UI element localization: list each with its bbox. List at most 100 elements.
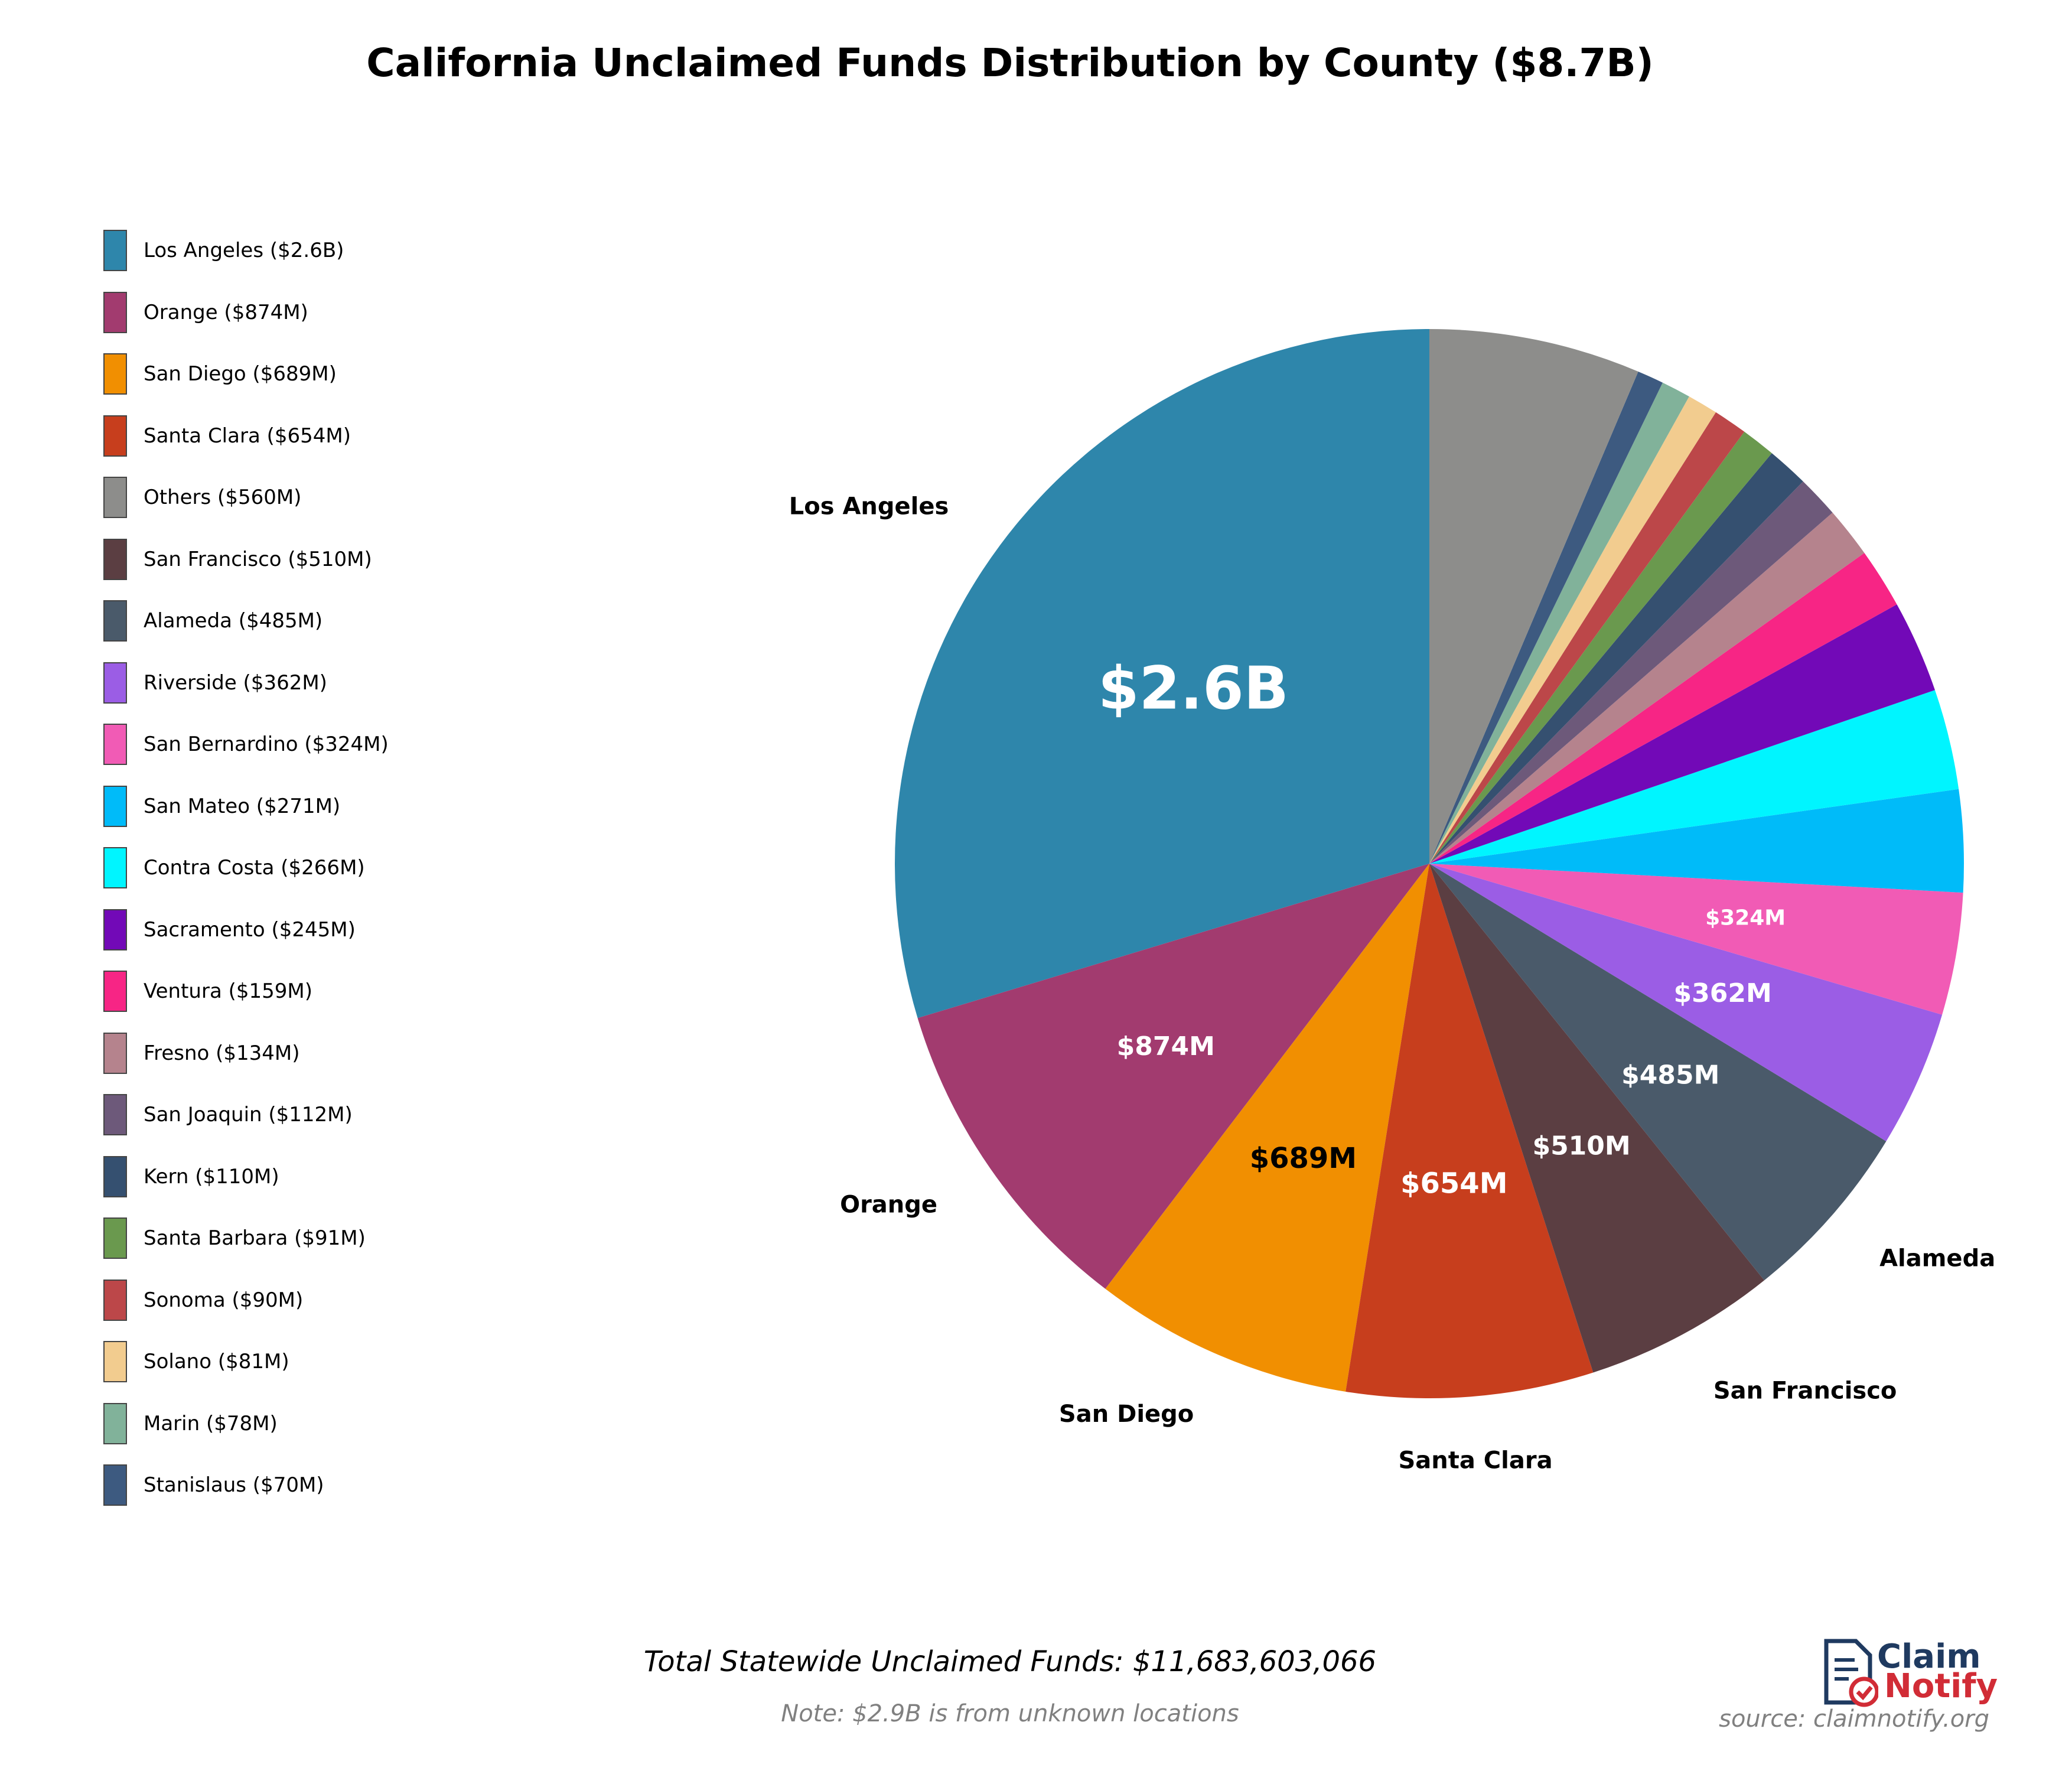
legend-item-riverside: Riverside ($362M) (103, 652, 389, 714)
legend-label: Stanislaus ($70M) (144, 1473, 324, 1497)
legend-swatch (103, 785, 127, 827)
legend-label: Sonoma ($90M) (144, 1288, 304, 1312)
slice-name-label-alameda: Alameda (1879, 1245, 1995, 1272)
pie-slice-sacramento (1429, 604, 1935, 864)
legend-swatch (103, 1279, 127, 1321)
legend-item-stanislaus: Stanislaus ($70M) (103, 1454, 389, 1516)
pie-slice-san-bernardino (1429, 864, 1963, 1015)
pie-slice-contra-costa (1429, 690, 1959, 864)
legend-label: San Diego ($689M) (144, 362, 337, 386)
legend-label: San Bernardino ($324M) (144, 733, 389, 757)
legend-item-ventura: Ventura ($159M) (103, 961, 389, 1023)
legend-label: Alameda ($485M) (144, 609, 323, 633)
legend-item-san-mateo: San Mateo ($271M) (103, 776, 389, 838)
legend-swatch (103, 847, 127, 889)
legend-label: Contra Costa ($266M) (144, 856, 365, 880)
legend-item-kern: Kern ($110M) (103, 1146, 389, 1208)
legend-swatch (103, 1094, 127, 1136)
pie-slice-kern (1429, 453, 1803, 864)
pie-slice-others (1429, 329, 1638, 864)
legend-swatch (103, 909, 127, 950)
total-funds-caption: Total Statewide Unclaimed Funds: $11,683… (643, 1645, 1377, 1678)
slice-name-label-san-francisco: San Francisco (1713, 1377, 1897, 1404)
slice-value-label-los-angeles: $2.6B (1098, 654, 1289, 723)
legend-label: San Francisco ($510M) (144, 547, 372, 571)
legend-label: Los Angeles ($2.6B) (144, 239, 344, 263)
legend-label: Ventura ($159M) (144, 979, 312, 1004)
legend-label: Santa Clara ($654M) (144, 424, 351, 448)
legend-swatch (103, 538, 127, 580)
legend-label: San Joaquin ($112M) (144, 1103, 353, 1127)
slice-value-label-orange: $874M (1117, 1031, 1215, 1062)
legend-item-contra-costa: Contra Costa ($266M) (103, 837, 389, 899)
slice-value-label-san-diego: $689M (1250, 1142, 1357, 1175)
legend-item-san-bernardino: San Bernardino ($324M) (103, 714, 389, 776)
legend-swatch (103, 1341, 127, 1383)
chart-title: California Unclaimed Funds Distribution … (366, 40, 1654, 86)
pie-slice-san-joaquin (1429, 481, 1833, 864)
legend-swatch (103, 662, 127, 704)
pie-slice-orange (917, 864, 1429, 1289)
legend-label: Orange ($874M) (144, 300, 308, 324)
pie-slice-los-angeles (895, 329, 1429, 1018)
slice-value-label-santa-clara: $654M (1400, 1167, 1507, 1200)
pie-slice-marin (1429, 382, 1689, 864)
claimnotify-logo: Claim Notify (1819, 1636, 2008, 1707)
source-credit: source: claimnotify.org (1719, 1705, 1989, 1733)
legend-item-san-diego: San Diego ($689M) (103, 343, 389, 405)
legend-label: Solano ($81M) (144, 1350, 289, 1374)
legend: Los Angeles ($2.6B) Orange ($874M) San Die… (103, 220, 389, 1516)
pie-slice-ventura (1429, 552, 1897, 864)
slice-name-label-los-angeles: Los Angeles (789, 493, 949, 520)
pie-slice-fresno (1429, 512, 1865, 864)
legend-label: Marin ($78M) (144, 1411, 278, 1435)
slice-value-label-alameda: $485M (1621, 1060, 1719, 1090)
unknown-locations-note: Note: $2.9B is from unknown locations (781, 1700, 1239, 1727)
pie-slice-san-diego (1105, 864, 1429, 1392)
legend-item-santa-clara: Santa Clara ($654M) (103, 405, 389, 467)
legend-label: Sacramento ($245M) (144, 917, 356, 942)
legend-item-orange: Orange ($874M) (103, 282, 389, 344)
legend-swatch (103, 1155, 127, 1197)
legend-item-solano: Solano ($81M) (103, 1331, 389, 1393)
pie-slice-solano (1429, 396, 1716, 864)
pie-slice-san-francisco (1429, 864, 1764, 1373)
legend-swatch (103, 230, 127, 272)
legend-swatch (103, 353, 127, 395)
legend-item-sacramento: Sacramento ($245M) (103, 899, 389, 961)
legend-item-santa-barbara: Santa Barbara ($91M) (103, 1207, 389, 1269)
legend-label: Riverside ($362M) (144, 670, 327, 695)
slice-value-label-san-francisco: $510M (1532, 1131, 1630, 1161)
legend-label: Fresno ($134M) (144, 1041, 300, 1065)
legend-swatch (103, 1032, 127, 1074)
legend-item-fresno: Fresno ($134M) (103, 1023, 389, 1085)
legend-item-sonoma: Sonoma ($90M) (103, 1269, 389, 1331)
slice-value-label-riverside: $362M (1673, 978, 1771, 1008)
legend-label: San Mateo ($271M) (144, 794, 341, 818)
legend-item-marin: Marin ($78M) (103, 1393, 389, 1455)
legend-swatch (103, 291, 127, 333)
slice-name-label-san-diego: San Diego (1059, 1401, 1194, 1428)
slice-name-label-orange: Orange (840, 1191, 937, 1219)
logo-text-claim: Claim (1877, 1637, 1981, 1676)
legend-swatch (103, 971, 127, 1013)
pie-slice-alameda (1429, 864, 1887, 1281)
legend-swatch (103, 415, 127, 457)
legend-label: Others ($560M) (144, 486, 302, 510)
legend-item-los-angeles: Los Angeles ($2.6B) (103, 220, 389, 282)
pie-slice-san-mateo (1429, 789, 1964, 893)
legend-label: Santa Barbara ($91M) (144, 1226, 366, 1251)
legend-label: Kern ($110M) (144, 1164, 279, 1189)
legend-item-alameda: Alameda ($485M) (103, 590, 389, 652)
slice-name-label-santa-clara: Santa Clara (1398, 1447, 1552, 1474)
legend-item-san-francisco: San Francisco ($510M) (103, 529, 389, 591)
legend-swatch (103, 477, 127, 519)
legend-swatch (103, 600, 127, 642)
legend-swatch (103, 1464, 127, 1506)
pie-slice-riverside (1429, 864, 1943, 1141)
pie-slice-santa-barbara (1429, 431, 1772, 864)
logo-text-notify: Notify (1884, 1667, 1998, 1705)
document-check-icon (1824, 1639, 1878, 1707)
legend-item-san-joaquin: San Joaquin ($112M) (103, 1084, 389, 1146)
